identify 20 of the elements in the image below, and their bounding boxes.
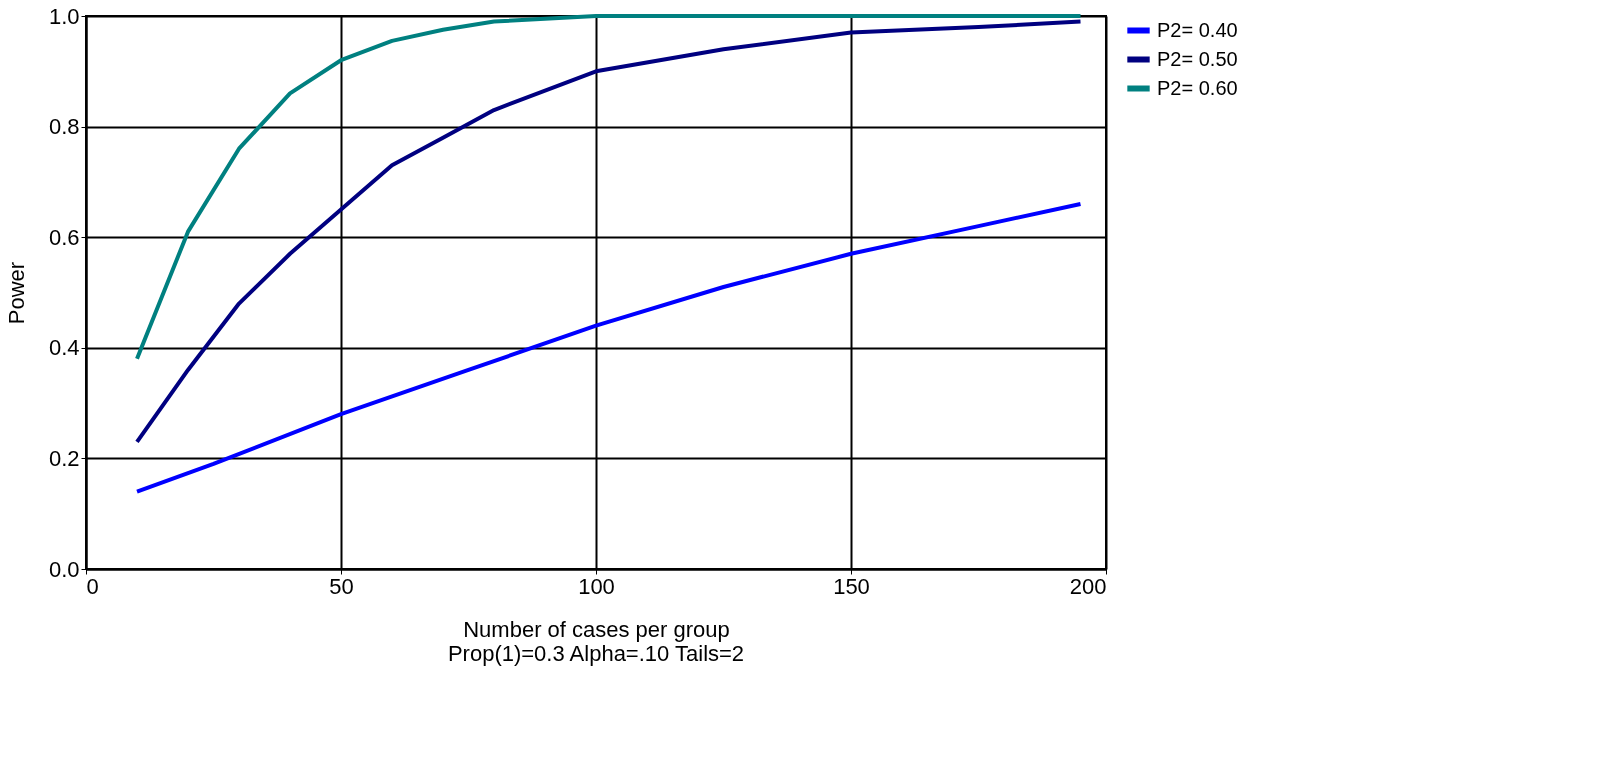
line-series (135, 14, 1083, 361)
x-tick-label: 100 (578, 573, 615, 599)
x-tick-label: 150 (833, 573, 870, 599)
legend-label: P2= 0.40 (1157, 18, 1238, 41)
x-tick-label: 50 (329, 573, 354, 599)
y-tick-label: 0.2 (48, 445, 80, 471)
line-series (135, 202, 1083, 494)
y-tick-label: 0.6 (48, 224, 80, 250)
legend-label: P2= 0.60 (1157, 76, 1238, 99)
y-axis-title: Power (3, 261, 29, 325)
y-tick-label: 0.4 (48, 335, 80, 361)
y-tick-label: 0.0 (48, 556, 80, 582)
x-tick-label: 200 (1069, 573, 1107, 599)
text: Prop(1)=0.3 Alpha=.10 Tails=2 (447, 641, 745, 666)
line-series (135, 19, 1083, 444)
x-axis-title: Number of cases per group (463, 616, 730, 642)
x-tick-label: 0 (86, 573, 99, 599)
legend-label: P2= 0.50 (1157, 47, 1238, 70)
y-tick-label: 1.0 (48, 3, 80, 29)
y-tick-label: 0.8 (48, 114, 80, 140)
